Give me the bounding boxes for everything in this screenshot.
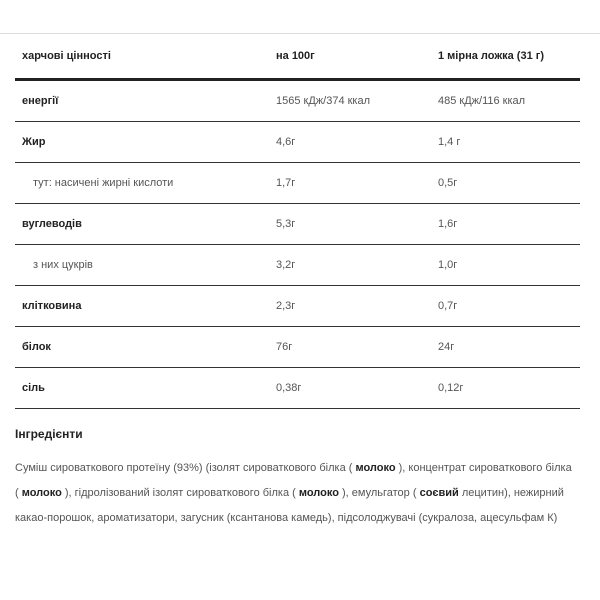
allergen-text: молоко — [21, 487, 62, 499]
value-per-serving: 1,4 г — [431, 121, 580, 163]
table-header: харчові цінності на 100г 1 мірна ложка (… — [15, 34, 580, 80]
table-row: енергії 1565 кДж/374 ккал 485 кДж/116 ккал — [15, 79, 580, 122]
header-per-serving: 1 мірна ложка (31 г) — [438, 50, 544, 62]
value-per-serving: 0,12г — [431, 367, 580, 409]
value-per-serving: 485 кДж/116 ккал — [431, 79, 580, 122]
nutrient-label: енергії — [15, 79, 269, 122]
table-row: клітковина 2,3г 0,7г — [15, 285, 580, 327]
value-per-serving: 1,6г — [431, 203, 580, 245]
allergen-text: молоко — [298, 487, 339, 499]
ingredient-text: ), концентрат сироваткового білка ( — [15, 462, 572, 499]
ingredient-text: ), гідролізований ізолят сироваткового б… — [61, 487, 299, 499]
nutrient-label: клітковина — [15, 285, 269, 327]
ingredient-text: лецитин), нежирний какао-порошок, аромат… — [15, 487, 564, 524]
ingredients-text: Суміш сироваткового протеїну (93%) (ізол… — [15, 456, 575, 531]
table-row: Жир 4,6г 1,4 г — [15, 121, 580, 163]
value-per-serving: 0,7г — [431, 285, 580, 327]
nutrient-label: з них цукрів — [15, 244, 269, 286]
value-per-serving: 1,0г — [431, 244, 580, 286]
header-per-100g: на 100г — [276, 50, 315, 62]
table-row: тут: насичені жирні кислоти 1,7г 0,5г — [15, 162, 580, 204]
value-per-serving: 0,5г — [431, 162, 580, 204]
ingredient-text: ), емульгатор ( — [338, 487, 420, 499]
nutrition-table: харчові цінності на 100г 1 мірна ложка (… — [15, 34, 580, 409]
value-per-100g: 5,3г — [269, 203, 431, 245]
value-per-serving: 24г — [431, 326, 580, 368]
value-per-100g: 2,3г — [269, 285, 431, 327]
nutrient-label: сіль — [15, 367, 269, 409]
value-per-100g: 76г — [269, 326, 431, 368]
nutrient-label: Жир — [15, 121, 269, 163]
nutrient-label: тут: насичені жирні кислоти — [15, 162, 269, 204]
value-per-100g: 1565 кДж/374 ккал — [269, 79, 431, 122]
top-divider — [0, 33, 600, 34]
nutrient-label: білок — [15, 326, 269, 368]
table-row: білок 76г 24г — [15, 326, 580, 368]
ingredient-text: Суміш сироваткового протеїну (93%) (ізол… — [15, 462, 356, 474]
table-row: сіль 0,38г 0,12г — [15, 367, 580, 409]
table-row: з них цукрів 3,2г 1,0г — [15, 244, 580, 286]
ingredients-title: Інгредієнти — [15, 427, 83, 441]
value-per-100g: 3,2г — [269, 244, 431, 286]
table-row: вуглеводів 5,3г 1,6г — [15, 203, 580, 245]
allergen-text: соєвий — [419, 487, 459, 499]
value-per-100g: 4,6г — [269, 121, 431, 163]
value-per-100g: 1,7г — [269, 162, 431, 204]
nutrient-label: вуглеводів — [15, 203, 269, 245]
allergen-text: молоко — [355, 462, 396, 474]
header-nutrient: харчові цінності — [22, 50, 111, 62]
value-per-100g: 0,38г — [269, 367, 431, 409]
